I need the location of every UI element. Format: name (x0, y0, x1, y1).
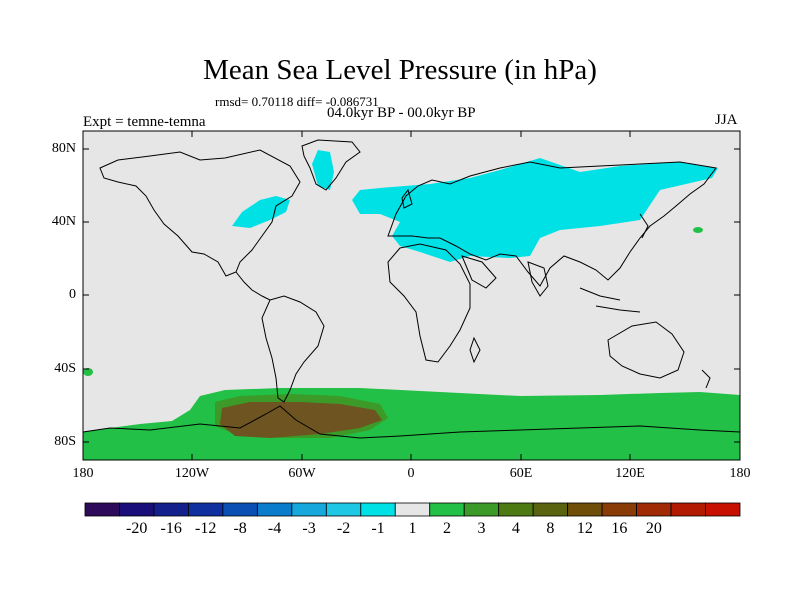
lon-label: 60E (509, 466, 533, 481)
colorbar-swatch (291, 502, 327, 517)
lat-label: 0 (69, 287, 76, 302)
colorbar-swatch (670, 502, 706, 517)
anomaly-region-eurasia (352, 158, 718, 262)
anomaly-region-small-3 (693, 227, 703, 233)
colorbar-swatch (429, 502, 465, 517)
colorbar-swatch (325, 502, 362, 517)
colorbar-swatch (532, 502, 569, 517)
lon-label: 120E (615, 466, 645, 481)
colorbar-label: -2 (336, 520, 351, 537)
lon-label: 0 (407, 466, 415, 481)
colorbar-swatch (360, 502, 396, 517)
colorbar-label: -1 (371, 520, 385, 537)
colorbar-swatch (394, 502, 431, 517)
anomaly-region-small-1 (83, 368, 93, 376)
colorbar-label: 20 (645, 520, 662, 537)
anomaly-region-greenland-neg (312, 150, 334, 190)
colorbar-label: -4 (267, 520, 282, 537)
experiment-label: Expt = temne-temna (83, 114, 206, 130)
colorbar-label: 1 (408, 520, 417, 537)
anomaly-region-small-2 (90, 443, 110, 453)
axis-ticks (83, 131, 740, 460)
colorbar-label: -3 (302, 520, 316, 537)
colorbar-swatch (705, 502, 741, 517)
colorbar-label: -20 (126, 520, 148, 537)
lat-label: 40N (51, 214, 76, 229)
colorbar-swatch (498, 502, 534, 517)
stats-text: rmsd= 0.70118 diff= -0.086731 (215, 94, 379, 109)
plot-title: Mean Sea Level Pressure (in hPa) (203, 54, 597, 86)
colorbar-label: -16 (160, 520, 182, 537)
colorbar-label: 12 (576, 520, 593, 537)
colorbar-swatch (222, 502, 258, 517)
anomaly-region-north-america (232, 196, 290, 228)
colorbar-label: 3 (477, 520, 486, 537)
lon-label: 120W (174, 466, 210, 481)
colorbar (84, 502, 741, 517)
lon-label: 180 (729, 466, 751, 481)
period-text: 04.0kyr BP - 00.0kyr BP (327, 105, 476, 121)
colorbar-label: -12 (194, 520, 217, 537)
lon-label: 60W (288, 466, 316, 481)
colorbar-label: 16 (611, 520, 628, 537)
colorbar-swatch (567, 502, 603, 517)
lat-label: 40S (54, 361, 76, 376)
colorbar-swatch (153, 502, 189, 517)
colorbar-swatch (636, 502, 672, 517)
colorbar-swatch (256, 502, 293, 517)
colorbar-swatch (119, 502, 155, 517)
season-label: JJA (715, 112, 738, 128)
colorbar-swatch (188, 502, 224, 517)
lon-label: 180 (72, 466, 94, 481)
colorbar-swatch (463, 502, 500, 517)
colorbar-label: 8 (546, 520, 555, 537)
lat-label: 80N (51, 141, 76, 156)
colorbar-label: -8 (233, 520, 247, 537)
colorbar-label: 2 (442, 520, 451, 537)
colorbar-swatch (84, 502, 120, 517)
lat-label: 80S (54, 434, 76, 449)
colorbar-swatch (601, 502, 637, 517)
coastlines (82, 139, 741, 439)
anomaly-region-antarctic-peak (220, 402, 382, 438)
colorbar-label: 4 (511, 520, 520, 537)
